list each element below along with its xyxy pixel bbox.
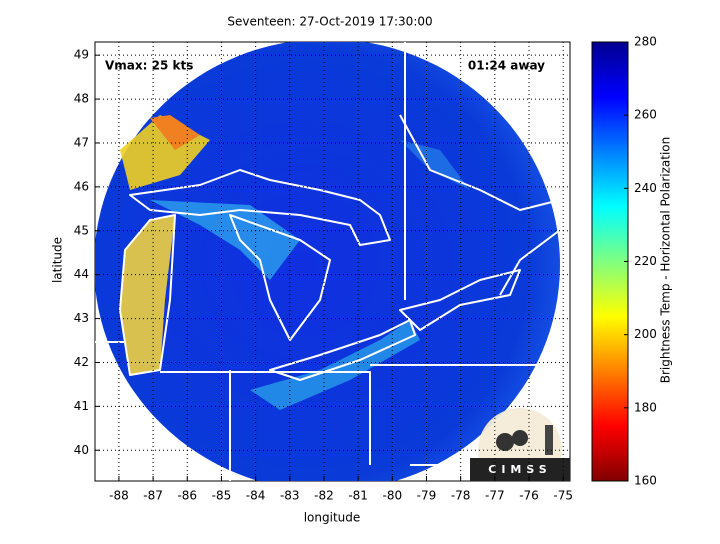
x-tick-label: -80 <box>382 489 402 503</box>
y-axis-label: latitude <box>51 237 65 283</box>
colorbar <box>591 41 629 482</box>
colorbar-tick-label: 180 <box>634 400 657 414</box>
y-tick-label: 41 <box>74 399 89 413</box>
coastline <box>129 169 391 246</box>
x-tick-label: -78 <box>451 489 471 503</box>
y-tick-label: 48 <box>74 92 89 106</box>
annotation: 01:24 away <box>468 59 545 73</box>
warm-region <box>120 215 175 375</box>
colorbar-tick-label: 220 <box>634 254 657 268</box>
annotation: Vmax: 25 kts <box>105 59 193 73</box>
y-tick-label: 43 <box>74 311 89 325</box>
logo: CIMSS <box>470 408 570 481</box>
x-tick-label: -83 <box>280 489 300 503</box>
water-region <box>150 200 300 280</box>
y-tick-label: 44 <box>74 267 89 281</box>
x-tick-label: -79 <box>417 489 437 503</box>
x-tick-label: -85 <box>212 489 232 503</box>
x-tick-label: -81 <box>348 489 368 503</box>
water-region <box>250 320 420 410</box>
x-tick-label: -84 <box>246 489 266 503</box>
y-tick-label: 45 <box>74 223 89 237</box>
x-tick-label: -77 <box>485 489 505 503</box>
colorbar-tick-label: 240 <box>634 181 657 195</box>
x-tick-label: -88 <box>109 489 129 503</box>
x-axis-label: longitude <box>304 511 361 525</box>
map-image: CIMSS <box>95 42 570 481</box>
x-tick-label: -75 <box>553 489 573 503</box>
colorbar-tick-label: 280 <box>634 35 657 49</box>
coastline <box>399 269 521 331</box>
x-tick-label: -86 <box>177 489 197 503</box>
y-tick-label: 46 <box>74 179 89 193</box>
x-tick-label: -76 <box>519 489 539 503</box>
title: Seventeen: 27-Oct-2019 17:30:00 <box>227 15 432 29</box>
warm-region <box>150 115 200 150</box>
coastline <box>229 214 331 341</box>
water-region <box>400 140 470 190</box>
y-tick-label: 47 <box>74 135 89 149</box>
colorbar-label: Brightness Temp - Horizontal Polarizatio… <box>659 137 673 384</box>
x-tick-label: -87 <box>143 489 163 503</box>
x-tick-label: -82 <box>314 489 334 503</box>
y-tick-label: 40 <box>74 443 89 457</box>
colorbar-tick-label: 200 <box>634 327 657 341</box>
coastline <box>119 214 176 376</box>
y-tick-label: 49 <box>74 48 89 62</box>
y-tick-label: 42 <box>74 355 89 369</box>
coastline <box>269 319 416 381</box>
colorbar-tick-label: 160 <box>634 474 657 488</box>
colorbar-tick-label: 260 <box>634 108 657 122</box>
logo-text: CIMSS <box>488 463 551 476</box>
